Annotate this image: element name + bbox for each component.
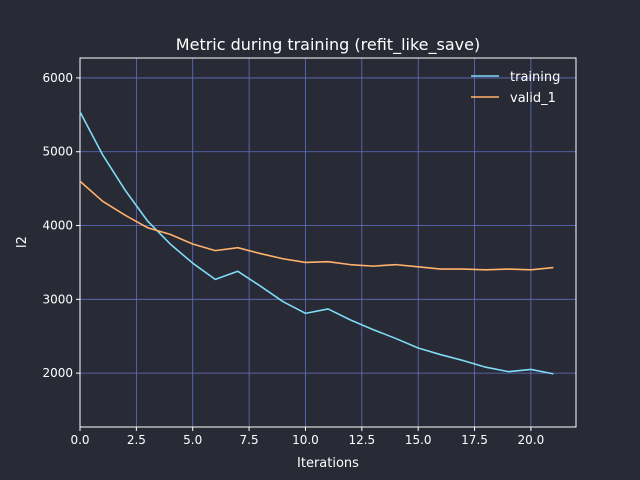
x-axis: 0.0 2.5 5.0 7.5 10.0 12.5 15.0 17.5 20.0 <box>70 427 544 447</box>
x-tick-label: 12.5 <box>348 433 375 447</box>
y-axis: 2000 3000 4000 5000 6000 <box>42 71 80 380</box>
x-tick-label: 20.0 <box>518 433 545 447</box>
y-tick-label: 4000 <box>42 219 73 233</box>
x-tick-label: 17.5 <box>461 433 488 447</box>
y-tick-label: 2000 <box>42 366 73 380</box>
series-line-valid_1 <box>79 180 554 271</box>
x-tick-label: 2.5 <box>127 433 146 447</box>
legend-label-training: training <box>510 70 560 85</box>
y-tick-label: 3000 <box>42 292 73 306</box>
series-lines <box>79 111 554 375</box>
x-tick-label: 15.0 <box>405 433 432 447</box>
x-tick-label: 5.0 <box>183 433 202 447</box>
legend: training valid_1 <box>471 70 560 106</box>
x-tick-label: 10.0 <box>292 433 319 447</box>
x-tick-label: 7.5 <box>240 433 259 447</box>
plot-frame <box>79 57 577 428</box>
chart-title: Metric during training (refit_like_save) <box>176 35 480 55</box>
y-tick-label: 5000 <box>42 145 73 159</box>
x-axis-label: Iterations <box>297 456 359 471</box>
legend-label-valid_1: valid_1 <box>510 91 556 106</box>
y-axis-label: l2 <box>15 236 30 248</box>
y-tick-label: 6000 <box>42 71 73 85</box>
x-tick-label: 0.0 <box>70 433 89 447</box>
series-line-training <box>79 111 554 375</box>
grid-lines <box>79 58 576 427</box>
